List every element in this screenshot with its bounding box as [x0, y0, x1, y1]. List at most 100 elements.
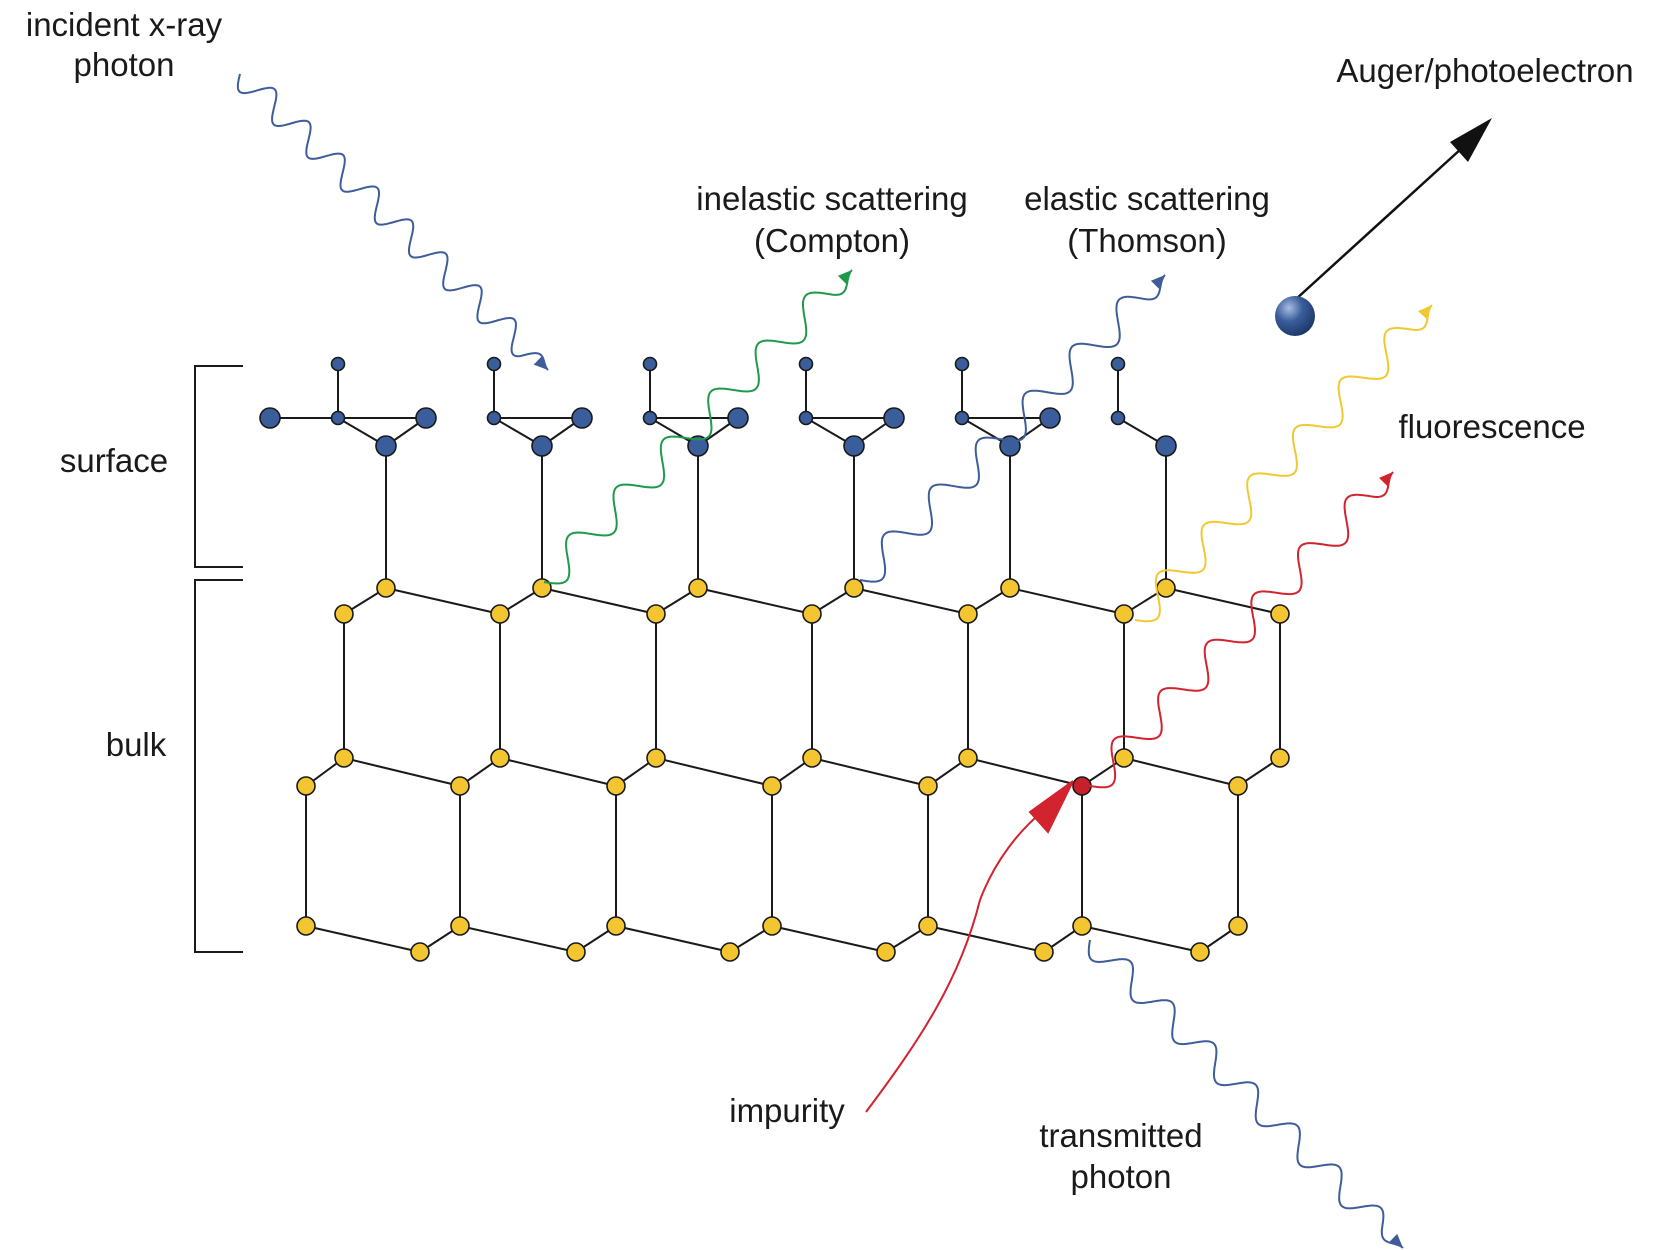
- surface-atom-small: [954, 356, 970, 372]
- bulk-atom: [762, 776, 782, 796]
- bulk-atom: [606, 916, 626, 936]
- surface-atom: [259, 407, 281, 429]
- bulk-atom: [296, 776, 316, 796]
- surface-atom: [571, 407, 593, 429]
- bulk-atom: [566, 942, 586, 962]
- surface-atom: [531, 435, 553, 457]
- surface-atom: [375, 435, 397, 457]
- compton-scattered-wave: [543, 269, 853, 585]
- surface-atom: [415, 407, 437, 429]
- surface-atom: [883, 407, 905, 429]
- surface-atom: [687, 435, 709, 457]
- lattice-bond: [655, 757, 773, 787]
- bulk-atom: [1156, 578, 1176, 598]
- bulk-atom: [844, 578, 864, 598]
- auger-electron: [1275, 118, 1492, 336]
- impurity-label: impurity: [729, 1092, 845, 1129]
- thomson-scattered-wave-arrowhead: [1150, 275, 1165, 290]
- surface-atom: [727, 407, 749, 429]
- bulk-atom: [802, 604, 822, 624]
- incident-photon-label-line1: incident x-ray: [26, 6, 223, 43]
- lattice-bond: [459, 925, 577, 953]
- electron-trajectory: [1294, 147, 1463, 301]
- transmitted-photon-wave: [1087, 939, 1404, 1249]
- lattice-bond: [853, 587, 969, 615]
- lattice-bond: [305, 925, 421, 953]
- inelastic-scattering-label-line2: (Compton): [754, 222, 910, 259]
- compton-scattered-wave-arrowhead: [837, 270, 852, 285]
- bulk-atom: [1228, 916, 1248, 936]
- bulk-atom: [720, 942, 740, 962]
- surface-atom-small: [330, 410, 346, 426]
- bulk-atom: [490, 604, 510, 624]
- surface-atom-small: [798, 356, 814, 372]
- surface-atom-small: [642, 356, 658, 372]
- incident-photon-label-line2: photon: [74, 46, 175, 83]
- surface-atom-small: [330, 356, 346, 372]
- bulk-atom: [1270, 748, 1290, 768]
- lattice-bonds: [270, 364, 1281, 953]
- bulk-atom: [606, 776, 626, 796]
- elastic-scattering-label-line1: elastic scattering: [1024, 180, 1270, 217]
- bulk-atom: [1114, 604, 1134, 624]
- bulk-atom: [1270, 604, 1290, 624]
- elastic-scattering-label-line2: (Thomson): [1067, 222, 1227, 259]
- bulk-atom: [876, 942, 896, 962]
- lattice-bond: [541, 587, 657, 615]
- bulk-atom: [1190, 942, 1210, 962]
- lattice-bond: [343, 757, 461, 787]
- surface-atom-small: [486, 356, 502, 372]
- bulk-atom: [296, 916, 316, 936]
- incident-photon-wave-arrowhead: [533, 356, 548, 370]
- lattice-bond: [967, 757, 1083, 787]
- impurity-arrow: [865, 780, 1074, 1113]
- bulk-atom: [1228, 776, 1248, 796]
- lattice-bond: [927, 925, 1045, 953]
- bulk-atom: [1034, 942, 1054, 962]
- bulk-label: bulk: [106, 726, 167, 763]
- surface-atom-small: [798, 410, 814, 426]
- surface-atom: [843, 435, 865, 457]
- inelastic-scattering-label-line1: inelastic scattering: [696, 180, 967, 217]
- bulk-atom: [646, 604, 666, 624]
- surface-atom-small: [954, 410, 970, 426]
- bulk-atom: [1114, 748, 1134, 768]
- lattice-bond: [1081, 925, 1201, 953]
- incident-photon-wave: [236, 73, 549, 371]
- fluorescence-label: fluorescence: [1398, 408, 1585, 445]
- bulk-atom: [532, 578, 552, 598]
- bulk-atom: [958, 604, 978, 624]
- surface-atom-small: [1110, 410, 1126, 426]
- lattice-bond: [771, 925, 887, 953]
- surface-atom-small: [1110, 356, 1126, 372]
- surface-atom: [1155, 435, 1177, 457]
- bulk-atom: [450, 776, 470, 796]
- bulk-atom: [958, 748, 978, 768]
- surface-atom: [1039, 407, 1061, 429]
- transmitted-photon-wave-arrowhead: [1388, 1233, 1403, 1248]
- bulk-atom: [334, 604, 354, 624]
- transmitted-photon-label-line2: photon: [1071, 1158, 1172, 1195]
- transmitted-photon-label-line1: transmitted: [1039, 1117, 1202, 1154]
- bulk-atom: [918, 916, 938, 936]
- surface-atom-small: [486, 410, 502, 426]
- bulk-bracket: [194, 579, 243, 953]
- bulk-atom: [410, 942, 430, 962]
- impurity-emission-wave-arrowhead: [1379, 472, 1393, 487]
- impurity-atom: [1072, 776, 1092, 796]
- bulk-atom: [688, 578, 708, 598]
- crystal-lattice: [259, 356, 1290, 962]
- lattice-bond: [811, 757, 929, 787]
- bulk-atom: [1072, 916, 1092, 936]
- bulk-atom: [334, 748, 354, 768]
- lattice-bond: [1009, 587, 1125, 615]
- lattice-bond: [385, 587, 501, 615]
- auger-photoelectron-label: Auger/photoelectron: [1336, 52, 1633, 89]
- bulk-atom: [802, 748, 822, 768]
- electron-ball: [1275, 296, 1315, 336]
- surface-bracket: [194, 365, 243, 568]
- electron-arrowhead: [1450, 118, 1492, 162]
- bulk-atom: [1000, 578, 1020, 598]
- bulk-atom: [646, 748, 666, 768]
